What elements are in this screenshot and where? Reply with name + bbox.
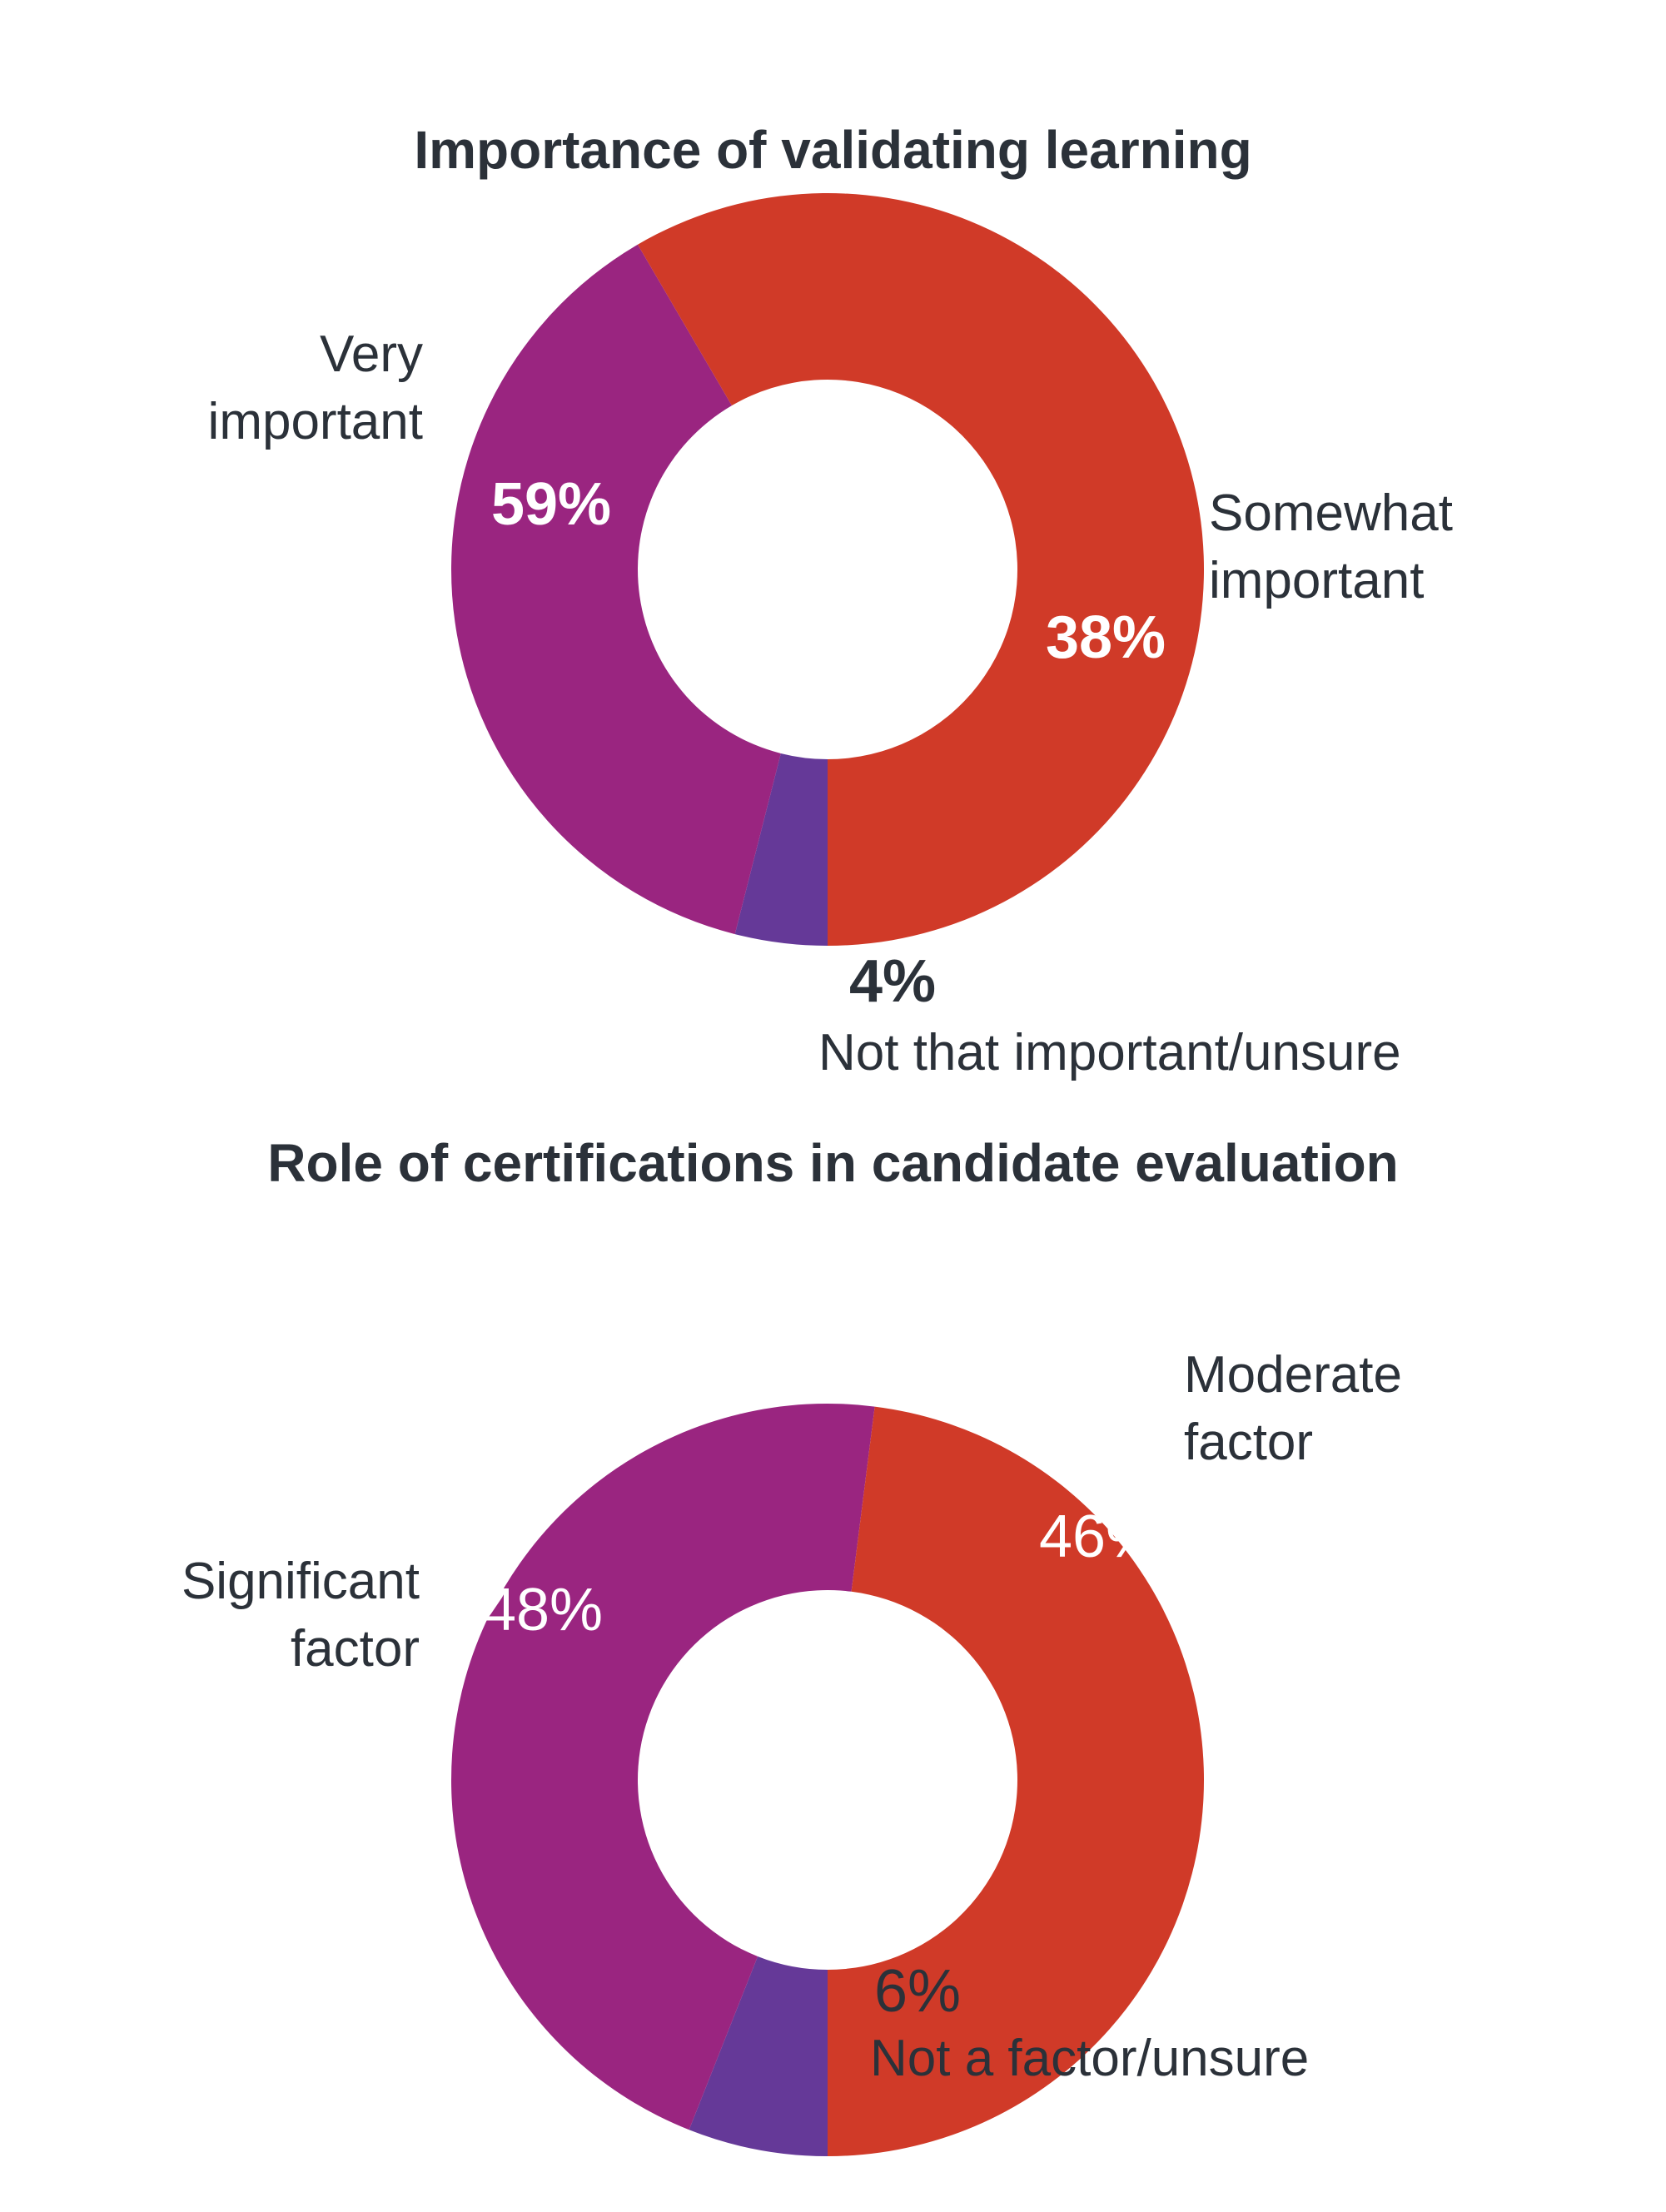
slice-label-significant-factor: Significant factor	[182, 1548, 420, 1683]
donut-slice-very-important	[637, 192, 1204, 946]
label-line: important	[207, 393, 423, 450]
slice-label-not-a-factor: Not a factor/unsure	[870, 2030, 1310, 2087]
donut-slice-not-that-important-unsure	[734, 753, 828, 946]
label-line: factor	[290, 1620, 420, 1678]
donut-slice-significant-factor	[828, 1406, 1205, 2156]
slice-value-not-important: 4%	[849, 948, 937, 1015]
slice-label-somewhat-important: Somewhat important	[1209, 480, 1453, 614]
slice-label-not-important: Not that important/unsure	[818, 1024, 1401, 1081]
slice-value-very-important: 59%	[491, 471, 611, 538]
slice-label-very-important: Very important	[208, 321, 423, 455]
label-line: important	[1209, 552, 1425, 609]
chart-certifications-role: Role of certifications in candidate eval…	[0, 1116, 1666, 2212]
slice-value-significant-factor: 48%	[483, 1577, 603, 1643]
label-line: Very	[319, 326, 423, 383]
chart-title: Importance of validating learning	[414, 120, 1252, 180]
label-line: Moderate	[1184, 1346, 1402, 1404]
label-line: factor	[1184, 1414, 1314, 1471]
donut-chart: 48% 46%	[451, 1404, 1205, 2156]
label-line: Somewhat	[1209, 485, 1453, 542]
slice-label-moderate-factor: Moderate factor	[1184, 1341, 1402, 1476]
slice-value-somewhat-important: 38%	[1046, 604, 1166, 671]
label-line: Significant	[181, 1553, 420, 1610]
donut-slice-not-a-factor-unsure	[689, 1956, 828, 2156]
donut-chart: 59% 38%	[451, 192, 1204, 946]
slice-value-not-a-factor: 6%	[874, 1958, 962, 2025]
donut-slice-somewhat-important	[451, 244, 781, 935]
donut-slice-moderate-factor	[451, 1404, 875, 2130]
chart-title: Role of certifications in candidate eval…	[267, 1133, 1399, 1193]
slice-value-moderate-factor: 46%	[1039, 1504, 1159, 1570]
chart-validating-learning: Importance of validating learning 59% 38%…	[208, 120, 1453, 1081]
